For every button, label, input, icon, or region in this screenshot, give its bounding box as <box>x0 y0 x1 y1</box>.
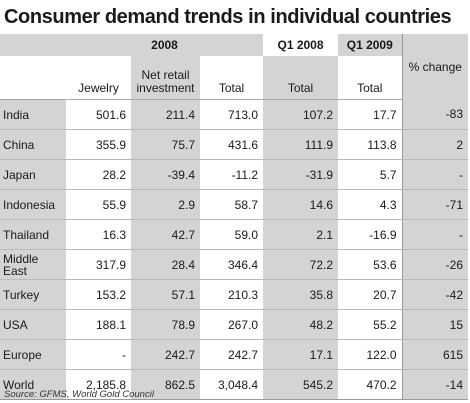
cell-jewelry: 16.3 <box>66 219 131 250</box>
cell-pct: -71 <box>401 189 469 220</box>
header-total-2008: Total <box>200 56 264 100</box>
cell-q1-2009: 113.8 <box>338 129 403 160</box>
cell-country: Thailand <box>0 219 66 250</box>
table-row: Middle East 317.9 28.4 346.4 72.2 53.6 -26 <box>0 249 469 280</box>
cell-q1-2009: 5.7 <box>338 159 403 190</box>
cell-country: Middle East <box>0 249 66 280</box>
table-row: China 355.9 75.7 431.6 111.9 113.8 2 <box>0 129 469 160</box>
cell-pct: - <box>401 219 469 250</box>
cell-q1-2009: 53.6 <box>338 249 403 280</box>
cell-net-retail: 42.7 <box>131 219 200 250</box>
cell-net-retail: 78.9 <box>131 309 200 340</box>
cell-q1-2008: 107.2 <box>263 99 339 130</box>
cell-pct: -42 <box>401 279 469 310</box>
cell-q1-2009: 122.0 <box>338 339 403 370</box>
header-row-columns: Jewelry Net retail investment Total Tota… <box>0 56 468 100</box>
cell-jewelry: 55.9 <box>66 189 131 220</box>
cell-jewelry: 188.1 <box>66 309 131 340</box>
cell-q1-2008: 72.2 <box>263 249 339 280</box>
cell-q1-2008: 2.1 <box>263 219 339 250</box>
cell-q1-2009: 55.2 <box>338 309 403 340</box>
cell-total-2008: -11.2 <box>200 159 264 190</box>
header-jewelry: Jewelry <box>66 56 131 100</box>
cell-total-2008: 267.0 <box>200 309 264 340</box>
cell-pct: - <box>401 159 469 190</box>
demand-table: 2008 Q1 2008 Q1 2009 % change Jewelry Ne… <box>0 34 469 400</box>
cell-total-2008: 713.0 <box>200 99 264 130</box>
header-row-groups: 2008 Q1 2008 Q1 2009 % change <box>0 34 469 100</box>
cell-country: USA <box>0 309 66 340</box>
cell-country: Europe <box>0 339 66 370</box>
table-row: Europe -242.7 242.7 17.1 122.0 615 <box>0 339 469 370</box>
cell-net-retail: 57.1 <box>131 279 200 310</box>
cell-net-retail: 862.5 <box>131 369 200 400</box>
cell-country: India <box>0 99 66 130</box>
cell-pct: -14 <box>401 369 469 400</box>
cell-net-retail: 242.7 <box>131 339 200 370</box>
header-net-retail: Net retail investment <box>131 56 200 100</box>
cell-q1-2009: 20.7 <box>338 279 403 310</box>
cell-q1-2009: 4.3 <box>338 189 403 220</box>
cell-q1-2008: 35.8 <box>263 279 339 310</box>
cell-net-retail: 75.7 <box>131 129 200 160</box>
cell-q1-2008: 14.6 <box>263 189 339 220</box>
table-row: Indonesia 55.9 2.9 58.7 14.6 4.3 -71 <box>0 189 469 220</box>
cell-q1-2008: 111.9 <box>263 129 339 160</box>
cell-net-retail: 211.4 <box>131 99 200 130</box>
cell-total-2008: 3,048.4 <box>200 369 264 400</box>
cell-jewelry: 2,185.8 <box>66 369 131 400</box>
cell-pct: -26 <box>401 249 469 280</box>
cell-pct: 2 <box>401 129 469 160</box>
source-note: Source: GFMS, World Gold Council <box>4 389 154 400</box>
table-row: USA 188.1 78.9 267.0 48.2 55.2 15 <box>0 309 469 340</box>
table-row: India 501.6 211.4 713.0 107.2 17.7 -83 <box>0 99 469 130</box>
cell-pct: 15 <box>401 309 469 340</box>
cell-country: China <box>0 129 66 160</box>
cell-net-retail: 28.4 <box>131 249 200 280</box>
cell-country: Japan <box>0 159 66 190</box>
cell-pct: 615 <box>401 339 469 370</box>
cell-country: Indonesia <box>0 189 66 220</box>
cell-country: World <box>0 369 66 400</box>
header-blank <box>0 34 66 56</box>
cell-pct: -83 <box>401 99 469 130</box>
header-pct-change: % change <box>401 34 469 100</box>
cell-q1-2008: 17.1 <box>263 339 339 370</box>
table-title: Consumer demand trends in individual cou… <box>4 6 452 28</box>
cell-total-2008: 58.7 <box>200 189 264 220</box>
header-group-q1-2009: Q1 2009 <box>338 34 403 56</box>
cell-jewelry: - <box>66 339 131 370</box>
cell-q1-2008: 48.2 <box>263 309 339 340</box>
table-row: World 2,185.8 862.5 3,048.4 545.2 470.2 -14 <box>0 369 469 400</box>
cell-total-2008: 59.0 <box>200 219 264 250</box>
cell-q1-2009: 470.2 <box>338 369 403 400</box>
cell-q1-2008: -31.9 <box>263 159 339 190</box>
table-row: Thailand 16.3 42.7 59.0 2.1 -16.9- <box>0 219 469 250</box>
table-row: Japan 28.2 -39.4 -11.2 -31.9 5.7- <box>0 159 469 190</box>
header-group-2008: 2008 <box>66 34 264 56</box>
cell-net-retail: 2.9 <box>131 189 200 220</box>
cell-jewelry: 317.9 <box>66 249 131 280</box>
cell-jewelry: 153.2 <box>66 279 131 310</box>
cell-jewelry: 355.9 <box>66 129 131 160</box>
header-total-q1-2009: Total <box>338 56 403 100</box>
cell-net-retail: -39.4 <box>131 159 200 190</box>
table-row: Turkey 153.2 57.1 210.3 35.8 20.7 -42 <box>0 279 469 310</box>
cell-total-2008: 242.7 <box>200 339 264 370</box>
cell-q1-2009: -16.9 <box>338 219 403 250</box>
cell-total-2008: 431.6 <box>200 129 264 160</box>
header-blank-2 <box>0 56 66 100</box>
header-total-q1-2008: Total <box>263 56 339 100</box>
cell-jewelry: 28.2 <box>66 159 131 190</box>
cell-total-2008: 346.4 <box>200 249 264 280</box>
cell-total-2008: 210.3 <box>200 279 264 310</box>
cell-jewelry: 501.6 <box>66 99 131 130</box>
cell-country: Turkey <box>0 279 66 310</box>
cell-q1-2009: 17.7 <box>338 99 403 130</box>
header-group-q1-2008: Q1 2008 <box>263 34 339 56</box>
cell-q1-2008: 545.2 <box>263 369 339 400</box>
